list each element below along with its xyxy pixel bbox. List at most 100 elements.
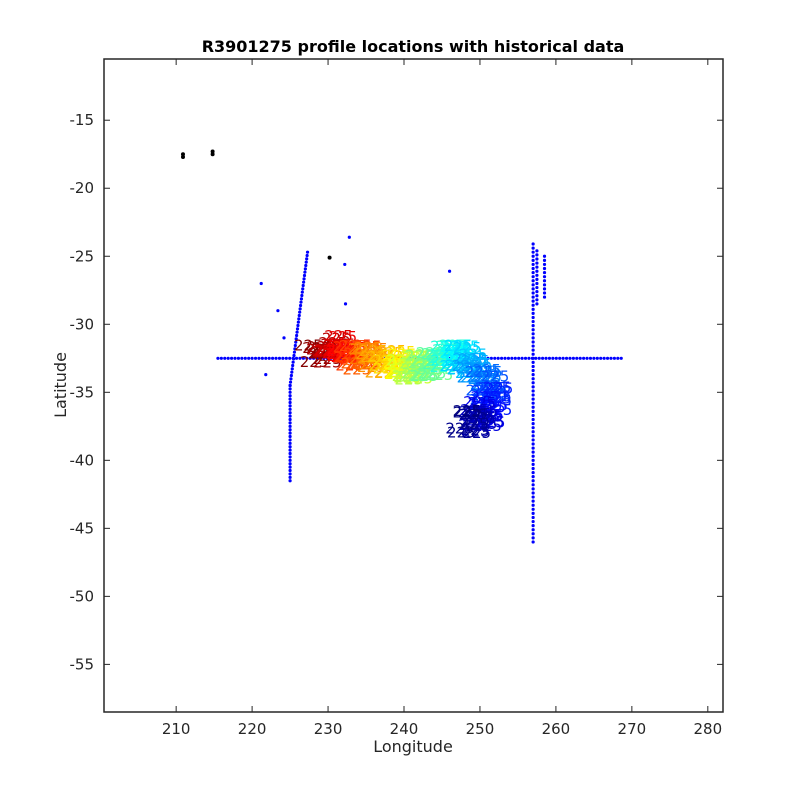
data-point <box>288 397 292 401</box>
data-point <box>346 356 350 360</box>
profile-location-label: 225 <box>360 356 389 374</box>
data-point <box>602 356 606 360</box>
data-point <box>531 528 535 532</box>
data-point <box>531 417 535 422</box>
data-point <box>531 287 535 291</box>
data-point <box>531 454 535 458</box>
data-point <box>531 421 535 426</box>
data-point <box>531 311 535 315</box>
profile-location-label: 225 <box>457 368 486 386</box>
data-point <box>288 431 292 435</box>
data-point <box>455 356 459 360</box>
profile-location-label: 225 <box>440 357 469 375</box>
data-point <box>264 373 268 377</box>
profile-location-label: 225 <box>444 337 473 355</box>
profile-location-label: 225 <box>445 419 474 437</box>
profile-location-label: 225 <box>470 391 499 409</box>
data-point <box>288 383 292 388</box>
data-point <box>315 356 319 360</box>
data-point <box>517 356 521 360</box>
data-point <box>288 475 292 479</box>
data-point <box>506 356 511 360</box>
data-point <box>302 273 307 278</box>
profile-location-label: 225 <box>485 380 514 398</box>
data-point <box>216 356 220 360</box>
data-point <box>578 356 582 360</box>
profile-location-label: 225 <box>458 350 487 368</box>
data-point <box>542 262 547 267</box>
profile-location-label: 225 <box>404 348 433 366</box>
profile-location-label: 225 <box>464 359 493 377</box>
data-point <box>288 428 292 432</box>
profile-location-label: 225 <box>300 353 329 371</box>
data-point <box>537 356 541 360</box>
data-point <box>520 356 524 360</box>
profile-location-label: 225 <box>475 379 504 397</box>
profile-location-label: 225 <box>428 346 457 364</box>
y-tick-label: -55 <box>70 655 95 673</box>
data-point <box>531 466 535 471</box>
profile-location-label: 225 <box>483 387 512 405</box>
profile-location-label: 225 <box>452 356 481 374</box>
data-point <box>531 381 535 385</box>
data-point <box>223 356 227 360</box>
profile-location-label: 225 <box>302 339 331 357</box>
data-point <box>503 356 507 360</box>
profile-location-label: 225 <box>445 356 474 374</box>
profile-location-label: 225 <box>327 347 356 365</box>
data-point <box>535 261 539 265</box>
data-point <box>476 356 480 360</box>
data-point <box>293 347 297 351</box>
profile-location-label: 225 <box>467 394 496 412</box>
data-point <box>304 263 308 268</box>
profile-location-label: 225 <box>461 411 490 429</box>
data-point <box>417 356 422 360</box>
profile-location-label: 225 <box>461 352 490 370</box>
data-point <box>531 536 535 540</box>
profile-location-label: 225 <box>365 363 394 381</box>
data-point <box>394 356 398 360</box>
profile-location-label: 225 <box>465 363 494 381</box>
data-point <box>493 356 497 360</box>
x-tick-label: 270 <box>618 720 647 738</box>
data-point <box>308 356 312 360</box>
data-point <box>531 446 535 450</box>
profile-location-label: 225 <box>439 344 468 362</box>
profile-location-label: 225 <box>447 424 476 442</box>
data-point <box>363 356 367 360</box>
profile-location-label: 225 <box>441 354 470 372</box>
profile-location-label: 225 <box>477 398 506 416</box>
profile-location-label: 225 <box>473 417 502 435</box>
data-point <box>260 356 264 360</box>
profile-location-label: 225 <box>352 338 381 356</box>
profile-location-label: 225 <box>483 391 512 409</box>
plot-frame <box>103 58 724 713</box>
profile-location-label: 225 <box>474 381 503 399</box>
data-point <box>496 356 500 360</box>
data-point <box>318 356 323 360</box>
y-tick-label: -45 <box>70 519 95 537</box>
data-point <box>609 356 613 360</box>
data-point <box>294 337 298 341</box>
profile-location-label: 225 <box>447 349 476 367</box>
data-point <box>619 356 623 360</box>
data-point <box>531 266 535 271</box>
profile-location-label: 225 <box>455 359 484 377</box>
profile-location-label: 225 <box>444 337 473 355</box>
data-point <box>297 313 301 318</box>
profile-location-label: 225 <box>312 343 341 361</box>
profile-location-label: 225 <box>467 408 496 426</box>
data-point <box>259 281 263 286</box>
data-point <box>296 323 300 328</box>
data-point <box>531 254 535 258</box>
data-point <box>527 356 531 360</box>
data-point <box>571 356 575 360</box>
data-point <box>264 356 268 360</box>
profile-location-label: 225 <box>388 357 417 375</box>
profile-location-label: 225 <box>353 355 382 373</box>
data-point <box>295 333 299 338</box>
data-point <box>535 290 539 294</box>
profile-location-label: 225 <box>375 355 404 373</box>
data-point <box>288 356 292 360</box>
data-point <box>305 253 309 258</box>
